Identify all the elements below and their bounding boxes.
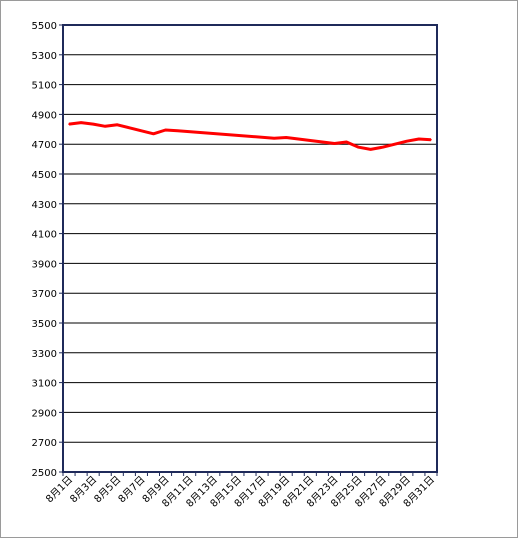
x-axis-tick-labels: 8月1日8月3日8月5日8月7日8月9日8月11日8月13日8月15日8月17日…	[44, 472, 438, 510]
data-point	[104, 125, 107, 128]
y-tick-label: 2900	[32, 408, 57, 419]
data-point	[321, 141, 324, 143]
y-axis-tick-labels: 2500 2700 2900 3100 3300 3500 3700 3900 4100 4300…	[32, 21, 63, 479]
data-point	[309, 139, 312, 142]
data-point	[164, 129, 167, 131]
data-point	[140, 129, 143, 132]
y-tick-label: 3900	[32, 259, 57, 270]
data-point	[369, 148, 372, 151]
plot-area	[62, 24, 438, 473]
y-tick-label: 4500	[32, 170, 57, 181]
data-point	[285, 136, 287, 139]
y-tick-label: 3700	[32, 289, 57, 300]
data-point	[297, 138, 300, 140]
y-tick-label: 3500	[32, 319, 57, 330]
data-point	[128, 127, 131, 129]
y-tick-label: 4700	[32, 140, 57, 151]
y-tick-label: 4100	[32, 230, 57, 241]
data-point	[430, 138, 432, 141]
data-point	[381, 146, 384, 148]
data-point	[176, 129, 179, 132]
data-point	[406, 140, 408, 143]
y-tick-label: 2700	[32, 438, 57, 449]
y-tick-label: 2500	[32, 468, 57, 479]
y-tick-label: 4300	[32, 200, 57, 211]
y-tick-label: 5500	[32, 21, 57, 32]
data-point	[80, 121, 82, 124]
data-point	[418, 138, 420, 140]
data-point	[393, 143, 396, 145]
series-group	[68, 121, 432, 151]
data-point	[273, 137, 275, 140]
data-point	[357, 146, 360, 148]
data-point	[68, 123, 70, 125]
y-tick-label: 5300	[32, 51, 57, 62]
y-tick-label: 5100	[32, 81, 57, 92]
y-tick-label: 3300	[32, 349, 57, 360]
data-point	[152, 132, 155, 135]
y-tick-label: 3100	[32, 379, 57, 390]
data-point	[92, 123, 94, 125]
data-point	[116, 124, 119, 126]
data-point	[345, 141, 348, 143]
data-point	[333, 142, 336, 145]
y-tick-label: 4900	[32, 110, 57, 121]
series-line	[68, 121, 432, 151]
gridlines	[63, 54, 437, 443]
